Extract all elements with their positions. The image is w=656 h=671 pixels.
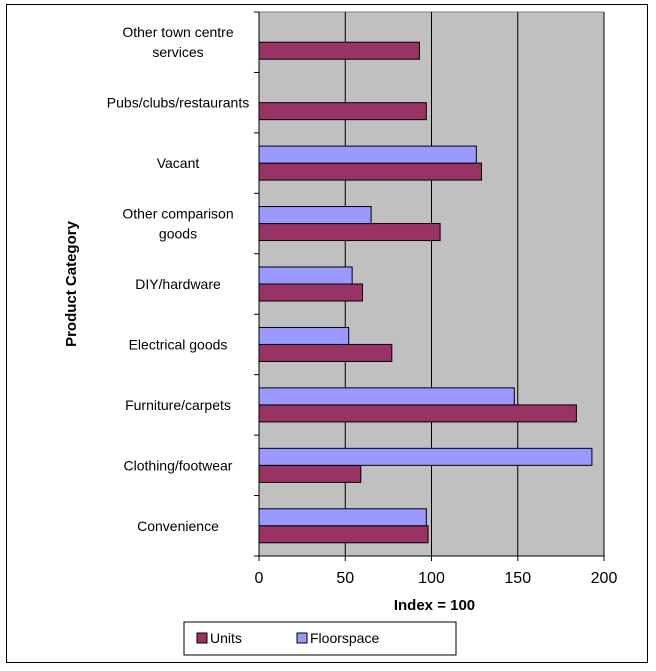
category-label-1-0: Clothing/footwear	[124, 457, 233, 473]
x-tick-label-50: 50	[336, 570, 354, 587]
ticks	[254, 11, 605, 561]
legend-swatch-floorspace	[296, 632, 308, 644]
legend-label-units: Units	[210, 630, 242, 646]
category-label-8-0: Other town centre	[122, 24, 233, 40]
x-tick-label-150: 150	[504, 570, 531, 587]
category-label-8-1: services	[152, 44, 203, 60]
category-label-0-0: Convenience	[137, 518, 219, 534]
bar-floorspace-3	[258, 326, 350, 345]
category-label-4-0: DIY/hardware	[135, 276, 221, 292]
category-label-5-0: Other comparison	[122, 206, 233, 222]
legend-swatch-units	[196, 632, 208, 644]
bar-floorspace-5	[258, 206, 372, 225]
bar-floorspace-0	[258, 508, 427, 527]
bar-units-3	[258, 343, 393, 362]
bar-units-5	[258, 223, 441, 242]
x-tick-label-200: 200	[591, 570, 618, 587]
category-label-6-0: Vacant	[157, 155, 200, 171]
category-label-3-0: Electrical goods	[129, 336, 228, 352]
x-tick-labels: 0 50 100 150 200	[255, 570, 618, 587]
bar-floorspace-2	[258, 387, 515, 406]
bar-units-2	[258, 404, 577, 423]
bar-units-0	[258, 525, 429, 544]
bar-units-6	[258, 162, 483, 181]
x-tick-label-0: 0	[255, 570, 264, 587]
bar-units-7	[258, 102, 427, 121]
legend: Units Floorspace	[183, 621, 457, 656]
bars	[258, 41, 593, 544]
category-label-2-0: Furniture/carpets	[125, 397, 231, 413]
bar-floorspace-1	[258, 447, 593, 466]
bar-floorspace-6	[258, 145, 477, 164]
y-axis-title: Product Category	[63, 220, 80, 347]
bar-units-1	[258, 464, 362, 483]
x-tick-label-100: 100	[418, 570, 445, 587]
category-labels: Convenience Clothing/footwear Furniture/ca…	[107, 24, 249, 534]
bar-units-4	[258, 283, 363, 302]
legend-label-floorspace: Floorspace	[310, 630, 379, 646]
x-axis-title: Index = 100	[394, 597, 475, 614]
legend-box	[183, 621, 457, 656]
bar-floorspace-4	[258, 266, 353, 285]
bar-units-8	[258, 41, 420, 60]
category-label-5-1: goods	[159, 226, 197, 242]
category-label-7-0: Pubs/clubs/restaurants	[107, 95, 249, 111]
